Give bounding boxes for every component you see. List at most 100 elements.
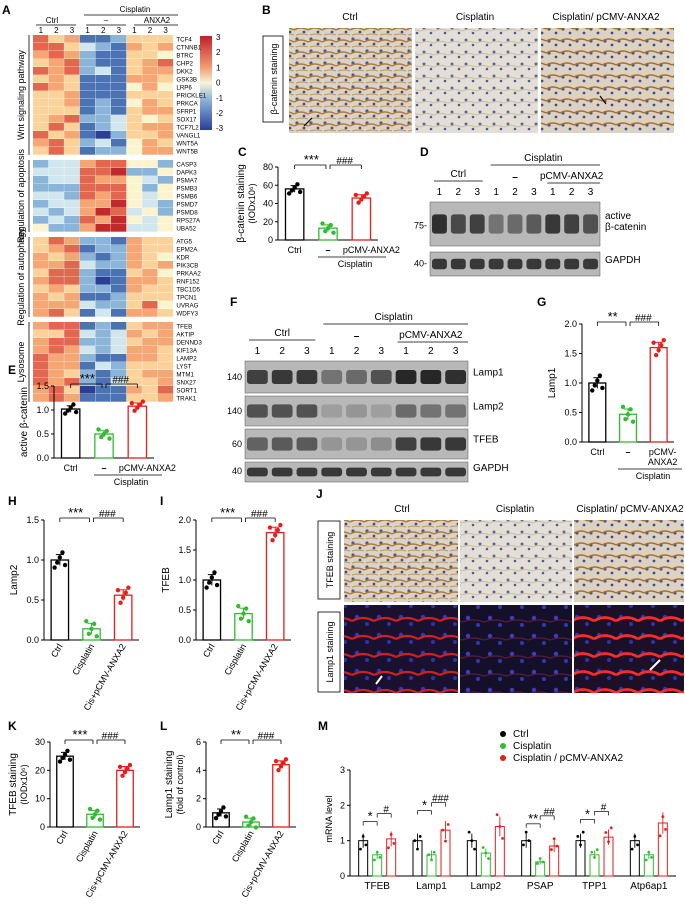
data-point <box>286 191 292 196</box>
data-point <box>97 817 103 822</box>
heatmap-cell <box>111 277 127 285</box>
micrograph-lamp1-cisplatin <box>460 605 572 693</box>
data-point <box>595 848 599 852</box>
heatmap-cell <box>157 362 174 370</box>
heatmap-cell <box>48 269 64 277</box>
heatmap-cell <box>157 147 174 155</box>
blot-band <box>346 404 367 418</box>
blot-band <box>271 404 293 418</box>
heatmap-cell <box>95 123 111 131</box>
heatmap-cell <box>126 253 142 261</box>
data-point <box>295 182 300 187</box>
heatmap-cell <box>33 330 49 338</box>
heatmap-cell <box>111 83 127 91</box>
gene-label: RNF152 <box>176 279 200 286</box>
micrograph-title-ctrl: Ctrl <box>394 504 410 515</box>
blot-band <box>247 437 268 451</box>
gene-label: SFRP1 <box>176 109 197 116</box>
heatmap-cell <box>33 67 49 75</box>
heatmap-cell <box>95 131 111 139</box>
gene-label: PRKAA2 <box>176 271 201 278</box>
micrograph-tfeb-ctrl <box>344 520 458 602</box>
gene-label: DENND3 <box>176 340 202 347</box>
heatmap-cell <box>33 322 49 330</box>
data-point <box>137 402 143 407</box>
lane-number: 1 <box>437 187 443 198</box>
label-anxa2: pCMV-ANXA2 <box>399 330 463 341</box>
heatmap-cell <box>126 237 142 245</box>
gene-label: ATG5 <box>176 239 192 246</box>
lane-number: 2 <box>101 26 106 35</box>
heatmap-cell <box>111 237 127 245</box>
heatmap-cell <box>33 91 49 99</box>
data-point <box>122 769 128 775</box>
data-point <box>656 347 661 353</box>
lane-number: 1 <box>132 26 137 35</box>
heatmap-cell <box>126 160 142 168</box>
heatmap-cell <box>33 261 49 269</box>
heatmap-cell <box>48 338 64 346</box>
heatmap-cell <box>79 67 96 75</box>
heatmap-cell <box>95 75 111 83</box>
data-point <box>413 839 417 843</box>
heatmap-cell <box>64 277 80 285</box>
bar-chart-k: 0 10 20 30 TFEB staining (IODx10⁶) Ctrl Cisplat… <box>8 727 140 899</box>
data-point <box>123 590 128 595</box>
data-point <box>238 616 244 621</box>
heatmap-cell <box>142 200 158 208</box>
heatmap-cell <box>33 362 49 370</box>
data-point <box>323 229 328 234</box>
legend-marker <box>500 743 506 749</box>
data-point <box>73 409 79 415</box>
data-point <box>115 587 121 593</box>
heatmap-cell <box>64 322 80 330</box>
x-tick-label: Ctrl <box>288 245 302 255</box>
data-point <box>467 830 471 834</box>
heatmap-cell <box>142 216 158 224</box>
bar <box>272 764 290 828</box>
data-point <box>320 221 325 226</box>
heatmap-cell <box>64 330 80 338</box>
heatmap-cell <box>126 269 142 277</box>
y-tick-label: 0 <box>40 822 45 832</box>
lane-number: 3 <box>588 187 594 198</box>
heatmap-cell <box>48 293 64 301</box>
panel-letter-d: D <box>420 145 429 159</box>
heatmap-cell <box>126 59 142 67</box>
heatmap-cell <box>48 184 64 192</box>
arrow-icon <box>599 95 607 105</box>
band-label: Lamp2 <box>473 402 504 413</box>
heatmap-cell <box>142 59 158 67</box>
blot-band <box>445 369 466 385</box>
bar-chart-g: 0.0 0.5 1.0 1.5 2.0 Lamp1 Ctrl – pCMV-ANXA2 Cispl… <box>547 309 682 481</box>
data-point <box>625 412 631 417</box>
data-point <box>658 342 664 348</box>
x-tick-label: TPP1 <box>582 881 607 892</box>
data-point <box>595 378 600 383</box>
heatmap-cell <box>126 75 142 83</box>
heatmap-cell <box>95 338 111 346</box>
heatmap-cell <box>126 346 142 354</box>
data-point <box>581 830 585 834</box>
heatmap-cell <box>95 309 111 317</box>
heatmap-cell <box>33 301 49 309</box>
heatmap-cell <box>48 277 64 285</box>
data-point <box>221 805 226 810</box>
data-point <box>117 764 123 769</box>
side-label-box <box>262 35 284 123</box>
gene-label: UVRAG <box>176 303 198 310</box>
y-axis-label: Lamp2 <box>9 564 20 595</box>
sig-label: ** <box>528 811 538 826</box>
data-point <box>273 758 279 764</box>
lane-number: 3 <box>70 26 75 35</box>
y-tick-label: 1.5 <box>178 545 191 555</box>
heatmap-cell <box>157 301 174 309</box>
gene-label: CTNNB1 <box>176 45 201 52</box>
heatmap-cell <box>33 269 49 277</box>
x-tick-label: Cisplatin <box>74 829 100 864</box>
panel-letter-m: M <box>318 719 328 733</box>
heatmap-cell <box>79 216 96 224</box>
gene-label: WNT5B <box>176 149 198 156</box>
heatmap-cell <box>95 370 111 378</box>
blot-band <box>469 258 485 270</box>
